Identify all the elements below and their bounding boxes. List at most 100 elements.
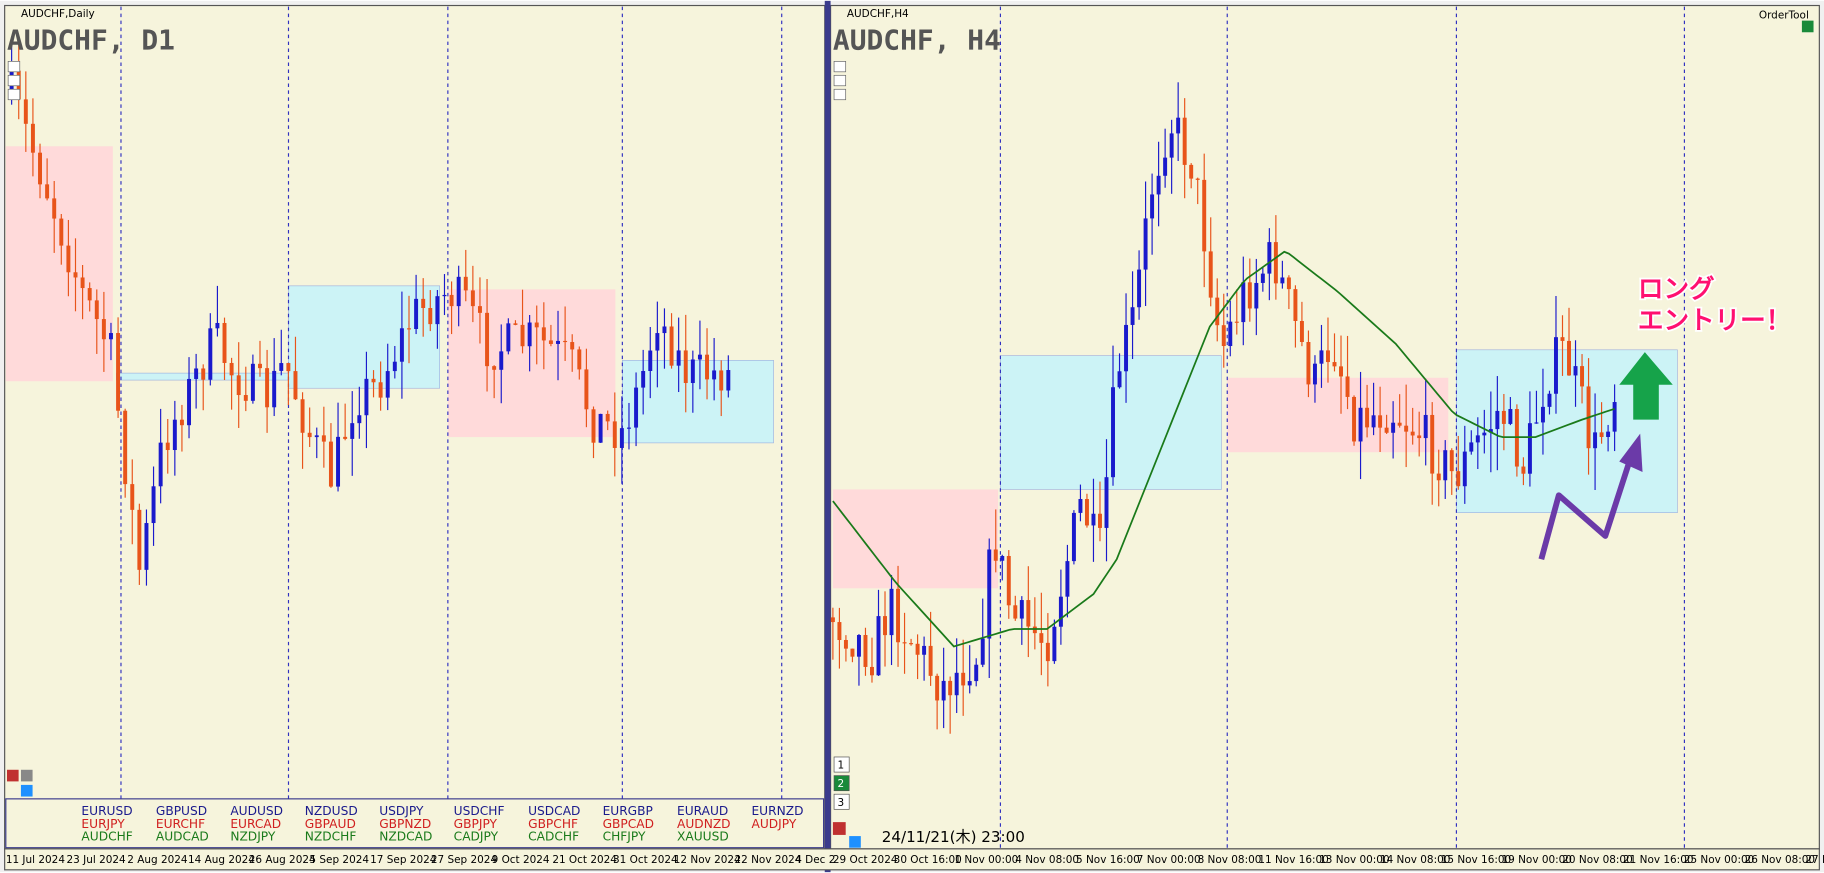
symbol[interactable]: EURJPY [81,817,125,831]
timeframe-button[interactable] [833,756,850,773]
timeframe-button-label[interactable]: 2 [838,778,845,790]
candle-body [954,672,959,696]
symbol[interactable]: USDCHF [454,804,505,818]
candle-body [619,428,624,448]
candle-body [1319,350,1324,364]
timeframe-button[interactable] [833,775,850,792]
scroll-button[interactable] [7,74,21,87]
menu-button[interactable] [20,784,33,797]
candle-body [1045,642,1050,662]
zone [622,360,774,444]
candle-body [1430,414,1435,474]
window-label: AUDCHF,Daily [21,8,95,20]
candle-body [1124,324,1129,372]
candle-body [364,378,369,416]
symbol[interactable]: EURCAD [230,817,281,831]
symbol[interactable]: GBPCHF [528,817,578,831]
candle-body [30,123,35,153]
candle-body [726,370,731,391]
symbol[interactable]: USDCAD [528,804,580,818]
candle-body [1358,407,1363,442]
symbol[interactable]: GBPNZD [379,817,431,831]
symbol[interactable]: AUDJPY [751,817,796,831]
candle-body [850,648,855,657]
symbol[interactable]: GBPCAD [603,817,654,831]
tool-label[interactable]: OrderTool [1759,9,1809,21]
candle-body [1065,561,1070,597]
symbol[interactable]: GBPUSD [156,804,207,818]
x-tick-label: 21 Nov 16:00 [1623,854,1693,866]
symbol[interactable]: EURAUD [677,804,728,818]
candle-body [683,350,688,384]
symbol[interactable]: CADCHF [528,830,579,844]
scroll-button[interactable] [833,88,847,101]
candle-body [1189,164,1194,179]
timeframe-button-label[interactable]: 1 [838,760,845,772]
candle-body [870,666,874,676]
x-tick-label: 26 Aug 2024 [249,854,316,866]
candle-body [477,306,482,313]
close-button[interactable] [6,769,19,782]
candle-body [265,368,270,408]
symbol[interactable]: EURGBP [603,804,653,818]
zone [5,146,113,382]
symbol[interactable]: CADJPY [454,830,499,844]
close-button[interactable] [832,822,846,835]
candle-body [357,415,362,424]
symbol[interactable]: EURUSD [81,804,132,818]
candle-body [1234,321,1239,323]
scroll-button[interactable] [833,74,847,87]
timeframe-button[interactable] [833,793,850,810]
symbol[interactable]: NZDCAD [379,830,432,844]
candle-body [45,184,50,199]
candle-body [1378,415,1383,428]
x-axis [4,848,1820,871]
symbol[interactable]: NZDJPY [230,830,276,844]
x-tick-label: 20 Nov 08:00 [1562,854,1632,866]
symbol[interactable]: NZDUSD [305,804,358,818]
menu-button[interactable] [849,836,861,848]
candle-body [336,436,341,487]
scroll-button[interactable] [7,60,21,73]
candle-body [967,681,972,686]
zone [447,289,616,438]
symbol[interactable]: EURCHF [156,817,205,831]
symbol[interactable]: EURNZD [751,804,803,818]
candle-body [1143,218,1148,270]
candle-body [371,378,376,383]
menu-button[interactable] [20,769,33,782]
candle-body [896,588,901,643]
candle-body [1137,269,1142,308]
symbol[interactable]: CHFJPY [603,830,646,844]
tool-button[interactable] [1801,20,1814,33]
candle-body [563,340,568,343]
candle-body [941,680,946,701]
candle-body [66,245,71,273]
candle-body [1163,157,1168,176]
x-tick-label: 1 Nov 00:00 [954,854,1018,866]
candle-body [179,419,184,426]
candle-body [513,323,518,325]
symbol[interactable]: USDJPY [379,804,424,818]
symbol[interactable]: GBPAUD [305,817,356,831]
symbol[interactable]: AUDCHF [81,830,132,844]
symbol[interactable]: NZDCHF [305,830,357,844]
candle-body [843,639,848,649]
symbol[interactable]: AUDNZD [677,817,731,831]
candle-body [909,643,914,645]
scroll-button[interactable] [833,60,847,73]
candle-body [1404,425,1409,432]
scroll-button[interactable] [7,88,21,101]
timeframe-button-label[interactable]: 3 [838,797,845,809]
x-tick-label: 27 Sep 2024 [431,854,498,866]
candle-body [556,340,560,344]
symbol[interactable]: AUDUSD [230,804,283,818]
x-tick-label: 9 Oct 2024 [492,854,550,866]
candle-body [1150,194,1155,219]
symbol[interactable]: AUDCAD [156,830,209,844]
candle-body [1019,600,1024,619]
candle-body [1443,450,1448,481]
symbol[interactable]: GBPJPY [454,817,498,831]
candle-body [158,442,163,487]
symbol[interactable]: XAUUSD [677,830,729,844]
